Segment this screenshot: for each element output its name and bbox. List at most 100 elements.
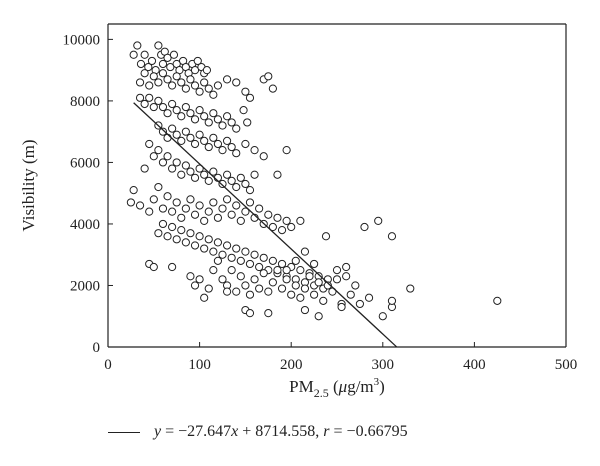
data-point bbox=[227, 142, 236, 152]
data-point bbox=[273, 170, 282, 179]
data-point bbox=[190, 115, 200, 124]
data-point bbox=[149, 152, 158, 161]
data-point bbox=[406, 284, 415, 293]
data-point bbox=[296, 216, 305, 225]
data-point bbox=[177, 213, 186, 222]
data-point bbox=[200, 216, 209, 225]
data-point bbox=[314, 278, 323, 287]
data-point bbox=[172, 198, 181, 207]
legend-x: x bbox=[231, 423, 239, 440]
x-axis-title-base: PM bbox=[289, 377, 314, 396]
data-point bbox=[172, 72, 181, 81]
data-point bbox=[209, 198, 218, 207]
data-point bbox=[186, 109, 195, 118]
legend-eq-mid: = −27.647 bbox=[161, 423, 232, 440]
data-point bbox=[241, 139, 250, 149]
x-tick-label: 400 bbox=[463, 357, 486, 373]
data-point bbox=[227, 253, 236, 262]
data-point bbox=[364, 293, 374, 302]
data-point bbox=[268, 256, 277, 265]
data-point bbox=[310, 259, 319, 269]
data-point bbox=[190, 139, 200, 149]
data-point bbox=[378, 312, 387, 321]
data-point bbox=[140, 50, 149, 59]
data-point bbox=[154, 41, 163, 50]
data-point bbox=[158, 102, 168, 112]
data-point bbox=[250, 250, 259, 259]
data-point bbox=[268, 222, 277, 232]
data-point bbox=[277, 226, 287, 235]
data-point bbox=[232, 182, 241, 192]
data-point bbox=[239, 106, 248, 115]
data-point bbox=[236, 216, 245, 225]
data-point bbox=[200, 293, 209, 302]
x-axis-title-unit-mu: μ bbox=[338, 377, 348, 396]
data-point bbox=[259, 269, 268, 278]
data-point bbox=[133, 41, 142, 50]
y-tick-label: 4000 bbox=[70, 217, 100, 233]
data-point bbox=[346, 290, 355, 299]
data-point bbox=[168, 222, 177, 232]
data-point bbox=[195, 275, 204, 284]
x-axis-title-unit-close: ) bbox=[379, 377, 385, 396]
data-point bbox=[241, 281, 250, 290]
data-point bbox=[190, 66, 200, 75]
data-point bbox=[158, 59, 168, 69]
data-point bbox=[264, 210, 273, 219]
y-tick-label: 8000 bbox=[70, 94, 100, 110]
legend-y: y bbox=[154, 423, 162, 440]
data-point bbox=[218, 179, 227, 189]
x-tick-label: 100 bbox=[188, 357, 211, 373]
data-point bbox=[255, 204, 264, 213]
data-point bbox=[227, 176, 236, 185]
data-point bbox=[186, 229, 195, 238]
data-point bbox=[166, 62, 175, 72]
data-point bbox=[245, 309, 255, 318]
data-point bbox=[163, 192, 172, 201]
regression-line bbox=[133, 102, 397, 348]
data-point bbox=[190, 173, 200, 182]
data-point bbox=[149, 262, 158, 272]
data-point bbox=[135, 201, 145, 210]
data-point bbox=[218, 204, 227, 213]
data-point bbox=[218, 121, 227, 130]
x-tick-label: 200 bbox=[280, 357, 303, 373]
data-point bbox=[195, 106, 204, 115]
data-point bbox=[209, 247, 218, 256]
x-axis-title: PM2.5 (μg/m3) bbox=[289, 376, 385, 400]
data-point bbox=[342, 272, 351, 281]
data-point bbox=[200, 112, 209, 121]
data-point bbox=[222, 241, 232, 250]
data-point bbox=[145, 139, 154, 149]
data-point bbox=[245, 198, 255, 207]
data-point bbox=[195, 232, 204, 241]
data-point bbox=[204, 142, 213, 152]
data-point bbox=[236, 173, 245, 182]
data-point bbox=[255, 262, 264, 272]
data-point bbox=[332, 275, 342, 284]
data-point bbox=[126, 198, 135, 207]
data-point bbox=[129, 186, 138, 195]
data-point bbox=[168, 164, 177, 173]
data-point bbox=[181, 238, 190, 247]
data-point bbox=[172, 235, 181, 244]
data-point bbox=[337, 302, 346, 312]
data-point bbox=[177, 112, 186, 121]
data-points bbox=[126, 41, 502, 321]
data-point bbox=[305, 272, 314, 281]
x-tick-label: 500 bbox=[555, 357, 578, 373]
data-point bbox=[154, 96, 163, 106]
data-point bbox=[186, 133, 195, 142]
data-point bbox=[360, 222, 369, 232]
data-point bbox=[168, 99, 177, 109]
data-point bbox=[232, 149, 241, 158]
data-point bbox=[204, 207, 213, 216]
y-axis-title: Visibility (m) bbox=[19, 139, 38, 231]
data-point bbox=[236, 256, 245, 265]
data-point bbox=[172, 106, 181, 115]
data-point bbox=[154, 146, 163, 155]
data-point bbox=[245, 259, 255, 269]
data-point bbox=[264, 72, 273, 81]
data-point bbox=[268, 278, 277, 287]
